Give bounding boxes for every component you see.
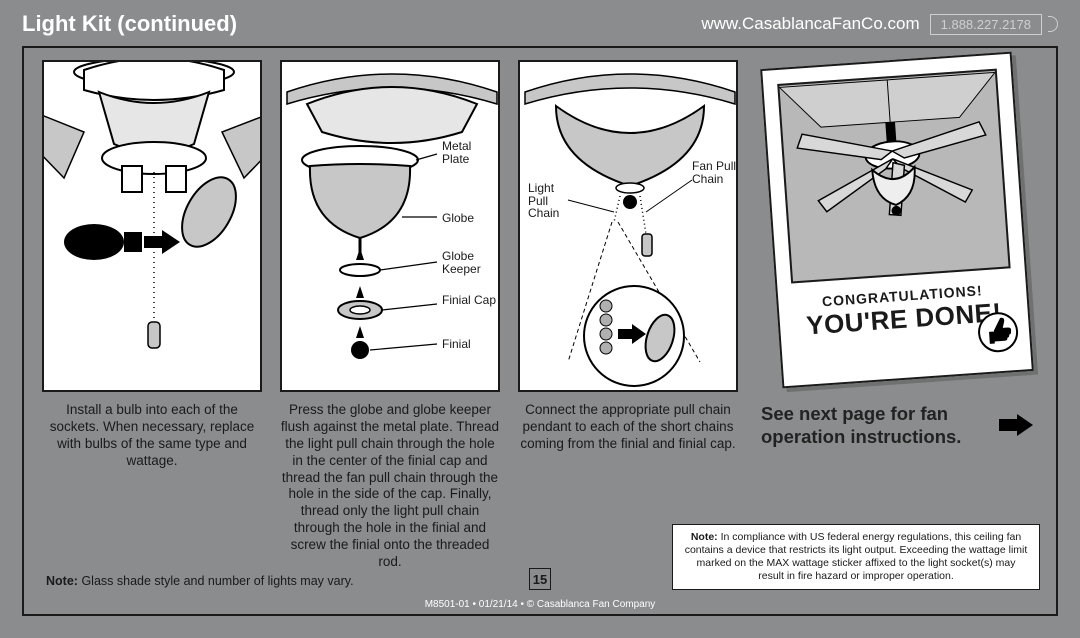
label-fan-pull-chain: Fan Pull Chain (692, 160, 738, 185)
see-next-page-text: See next page for fan operation instruct… (761, 402, 991, 448)
note-glass-shade: Note: Glass shade style and number of li… (46, 574, 354, 588)
website-url: www.CasablancaFanCo.com (701, 14, 919, 34)
arrow-right-icon (999, 414, 1033, 436)
note-compliance-text: In compliance with US federal energy reg… (685, 531, 1028, 582)
step-2-caption: Press the globe and globe keeper flush a… (280, 402, 500, 571)
note-glass-text: Glass shade style and number of lights m… (81, 574, 353, 588)
polaroid-photo (777, 69, 1010, 284)
label-finial: Finial (442, 338, 471, 351)
step-3-illustration: Light Pull Chain Fan Pull Chain (518, 60, 738, 392)
note-label: Note: (46, 574, 78, 588)
main-panel: Install a bulb into each of the sockets.… (22, 46, 1058, 616)
phone-box: 1.888.227.2178 (930, 14, 1042, 35)
step-1-caption: Install a bulb into each of the sockets.… (42, 402, 262, 470)
note-label: Note: (691, 531, 718, 543)
step-2-illustration: Metal Plate Globe Globe Keeper Finial Ca… (280, 60, 500, 392)
label-finial-cap: Finial Cap (442, 294, 496, 307)
step-2: Metal Plate Globe Globe Keeper Finial Ca… (280, 60, 500, 571)
thumbs-up-icon (976, 310, 1021, 355)
step-1: Install a bulb into each of the sockets.… (42, 60, 262, 470)
step-1-illustration (42, 60, 262, 392)
label-globe: Globe (442, 212, 474, 225)
page-title: Light Kit (continued) (22, 11, 701, 37)
phone-number: 1.888.227.2178 (941, 17, 1031, 32)
label-light-pull-chain: Light Pull Chain (528, 182, 574, 220)
step-3: Light Pull Chain Fan Pull Chain Connect … (518, 60, 738, 453)
content-row: Install a bulb into each of the sockets.… (42, 60, 1038, 571)
polaroid-card: CONGRATULATIONS! YOU'RE DONE! (760, 52, 1034, 389)
label-metal-plate: Metal Plate (442, 140, 498, 165)
footer-meta: M8501-01 • 01/21/14 • © Casablanca Fan C… (425, 599, 656, 610)
page-number: 15 (529, 568, 551, 590)
header: Light Kit (continued) www.CasablancaFanC… (0, 0, 1080, 48)
see-next-page: See next page for fan operation instruct… (761, 402, 1033, 448)
label-globe-keeper: Globe Keeper (442, 250, 498, 275)
phone-icon (1048, 16, 1058, 32)
done-column: CONGRATULATIONS! YOU'RE DONE! See next p… (756, 60, 1038, 448)
step-3-caption: Connect the appropriate pull chain penda… (518, 402, 738, 453)
note-compliance-box: Note: In compliance with US federal ener… (672, 524, 1040, 591)
